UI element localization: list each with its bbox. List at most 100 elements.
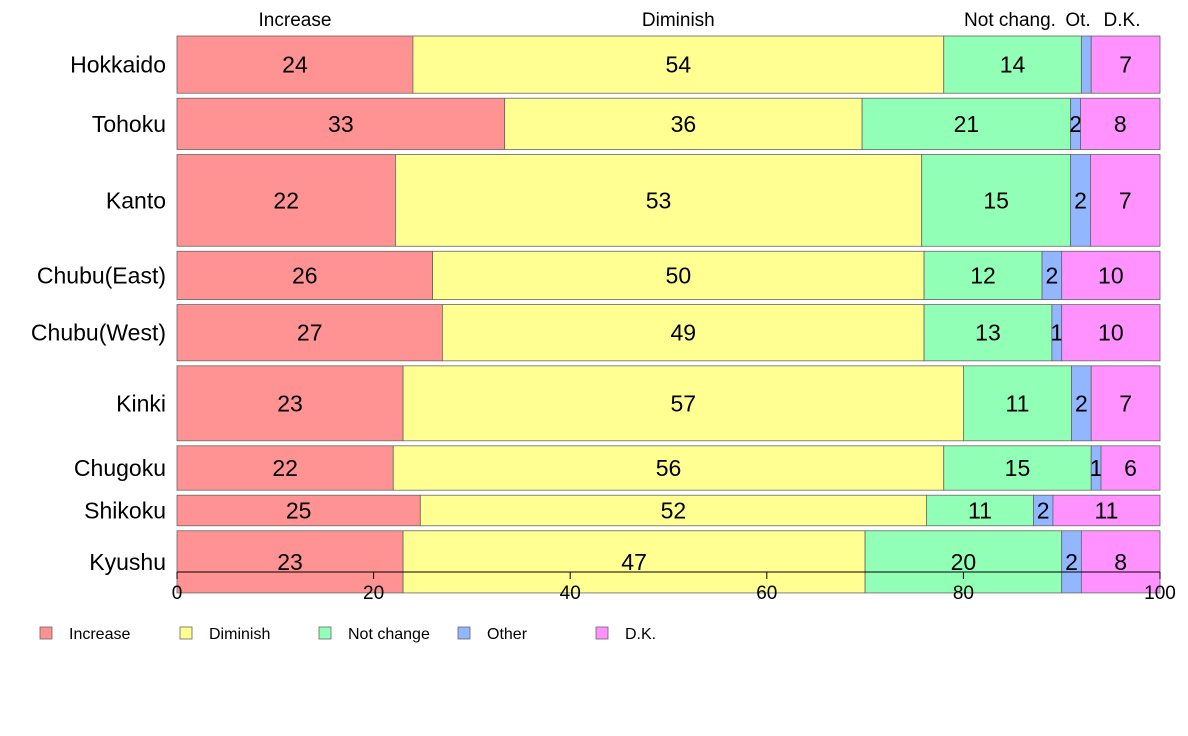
value-label-tohoku-d-k: 8 bbox=[1114, 111, 1127, 137]
bar-segment-chubu-east-diminish bbox=[432, 250, 925, 300]
value-label-kyushu-increase: 23 bbox=[277, 549, 303, 575]
value-label-chubu-west-d-k: 10 bbox=[1098, 320, 1124, 346]
value-label-chugoku-not-change: 15 bbox=[1005, 455, 1031, 481]
value-label-shikoku-increase: 25 bbox=[286, 497, 312, 523]
value-label-hokkaido-not-change: 14 bbox=[1000, 52, 1026, 78]
value-label-tohoku-not-change: 21 bbox=[954, 111, 980, 137]
value-label-chubu-west-other: 1 bbox=[1050, 320, 1063, 346]
x-tick-label-60: 60 bbox=[756, 583, 777, 604]
bar-segment-kanto-increase bbox=[176, 154, 396, 247]
legend-label-not-change: Not change bbox=[348, 626, 430, 643]
legend-label-d-k: D.K. bbox=[625, 626, 656, 643]
bar-segment-chubu-east-not-change bbox=[923, 250, 1043, 300]
value-label-kinki-diminish: 57 bbox=[670, 390, 696, 416]
value-label-kinki-d-k: 7 bbox=[1119, 390, 1132, 416]
bar-segment-kanto-not-change bbox=[921, 154, 1072, 247]
x-tick-label-80: 80 bbox=[953, 583, 974, 604]
bar-segment-chugoku-d-k bbox=[1100, 445, 1161, 491]
value-label-chubu-west-increase: 27 bbox=[297, 320, 323, 346]
value-label-chubu-east-diminish: 50 bbox=[666, 262, 692, 288]
legend-swatch-increase bbox=[39, 626, 53, 640]
value-label-kinki-other: 2 bbox=[1075, 390, 1088, 416]
bar-segment-hokkaido-other bbox=[1080, 35, 1092, 94]
value-label-kanto-other: 2 bbox=[1074, 187, 1087, 213]
region-label-kanto: Kanto bbox=[106, 187, 166, 213]
value-label-chugoku-other: 1 bbox=[1090, 455, 1103, 481]
legend-label-other: Other bbox=[487, 626, 528, 643]
value-label-kanto-diminish: 53 bbox=[646, 187, 672, 213]
value-label-shikoku-d-k: 11 bbox=[1095, 497, 1119, 523]
x-tick-label-100: 100 bbox=[1144, 583, 1176, 604]
column-headers: Increase Diminish Not chang. Ot. D.K. bbox=[259, 10, 1141, 31]
value-label-kyushu-diminish: 47 bbox=[621, 549, 647, 575]
value-label-chugoku-diminish: 56 bbox=[656, 455, 682, 481]
bar-segment-chubu-east-d-k bbox=[1061, 250, 1161, 300]
value-label-kinki-not-change: 11 bbox=[1006, 390, 1030, 416]
bar-segment-kinki-increase bbox=[176, 365, 404, 442]
legend-swatch-other bbox=[457, 626, 471, 640]
legend-swatch-d-k bbox=[595, 626, 609, 640]
value-label-tohoku-increase: 33 bbox=[328, 111, 354, 137]
value-label-shikoku-not-change: 11 bbox=[968, 497, 992, 523]
column-header-not-chang: Not chang. bbox=[964, 10, 1056, 31]
region-label-chugoku: Chugoku bbox=[74, 455, 166, 481]
bar-segment-hokkaido-d-k bbox=[1090, 35, 1161, 94]
value-label-kyushu-d-k: 8 bbox=[1114, 549, 1127, 575]
value-label-kanto-increase: 22 bbox=[273, 187, 299, 213]
bar-segment-kanto-d-k bbox=[1090, 154, 1161, 247]
bar-segment-chugoku-increase bbox=[176, 445, 394, 491]
x-tick-label-40: 40 bbox=[560, 583, 581, 604]
value-label-chubu-east-not-change: 12 bbox=[970, 262, 996, 288]
column-header-diminish: Diminish bbox=[642, 10, 715, 31]
value-label-tohoku-other: 2 bbox=[1069, 111, 1082, 137]
legend-swatch-not-change bbox=[318, 626, 332, 640]
value-label-hokkaido-increase: 24 bbox=[282, 52, 308, 78]
value-label-chugoku-increase: 22 bbox=[272, 455, 298, 481]
bar-segment-kyushu-diminish bbox=[402, 530, 866, 594]
bar-segment-hokkaido-not-change bbox=[943, 35, 1082, 94]
value-label-shikoku-diminish: 52 bbox=[661, 497, 687, 523]
bar-segment-tohoku-not-change bbox=[861, 97, 1072, 150]
value-label-kanto-d-k: 7 bbox=[1119, 187, 1132, 213]
value-label-chubu-east-increase: 26 bbox=[292, 262, 318, 288]
region-label-chubu-west: Chubu(West) bbox=[31, 320, 166, 346]
column-header-increase: Increase bbox=[259, 10, 332, 31]
bar-segment-shikoku-diminish bbox=[419, 494, 927, 527]
value-label-hokkaido-d-k: 7 bbox=[1119, 52, 1132, 78]
legend: Increase Diminish Not change Other D.K. bbox=[39, 626, 656, 643]
bar-segment-kanto-diminish bbox=[395, 154, 923, 247]
bar-segment-chugoku-not-change bbox=[943, 445, 1092, 491]
value-label-chugoku-d-k: 6 bbox=[1124, 455, 1137, 481]
bar-segment-chugoku-diminish bbox=[392, 445, 945, 491]
value-label-chubu-east-other: 2 bbox=[1045, 262, 1058, 288]
legend-swatch-diminish bbox=[179, 626, 193, 640]
bar-segment-chubu-west-increase bbox=[176, 304, 443, 362]
bar-segment-kyushu-d-k bbox=[1080, 530, 1161, 594]
value-label-kanto-not-change: 15 bbox=[983, 187, 1009, 213]
bar-segment-kinki-not-change bbox=[963, 365, 1072, 442]
bar-segment-tohoku-increase bbox=[176, 97, 506, 150]
bar-segment-shikoku-not-change bbox=[926, 494, 1034, 527]
bar-segment-chubu-west-not-change bbox=[923, 304, 1053, 362]
legend-label-diminish: Diminish bbox=[209, 626, 270, 643]
bar-segment-kyushu-increase bbox=[176, 530, 404, 594]
region-label-shikoku: Shikoku bbox=[84, 497, 166, 523]
bar-segment-kyushu-not-change bbox=[864, 530, 1063, 594]
region-label-tohoku: Tohoku bbox=[92, 111, 166, 137]
region-label-kyushu: Kyushu bbox=[89, 549, 166, 575]
region-label-hokkaido: Hokkaido bbox=[70, 52, 166, 78]
x-tick-label-0: 0 bbox=[172, 583, 183, 604]
value-label-shikoku-other: 2 bbox=[1037, 497, 1050, 523]
value-label-chubu-west-not-change: 13 bbox=[975, 320, 1001, 346]
x-axis: 0 20 40 60 80 100 bbox=[172, 571, 1176, 604]
legend-label-increase: Increase bbox=[69, 626, 130, 643]
bar-segment-hokkaido-increase bbox=[176, 35, 414, 94]
bar-segment-chubu-west-d-k bbox=[1061, 304, 1161, 362]
value-label-kinki-increase: 23 bbox=[277, 390, 303, 416]
region-label-chubu-east: Chubu(East) bbox=[37, 262, 166, 288]
value-label-kyushu-not-change: 20 bbox=[951, 549, 977, 575]
bar-segment-shikoku-increase bbox=[176, 494, 421, 527]
bar-segment-hokkaido-diminish bbox=[412, 35, 945, 94]
